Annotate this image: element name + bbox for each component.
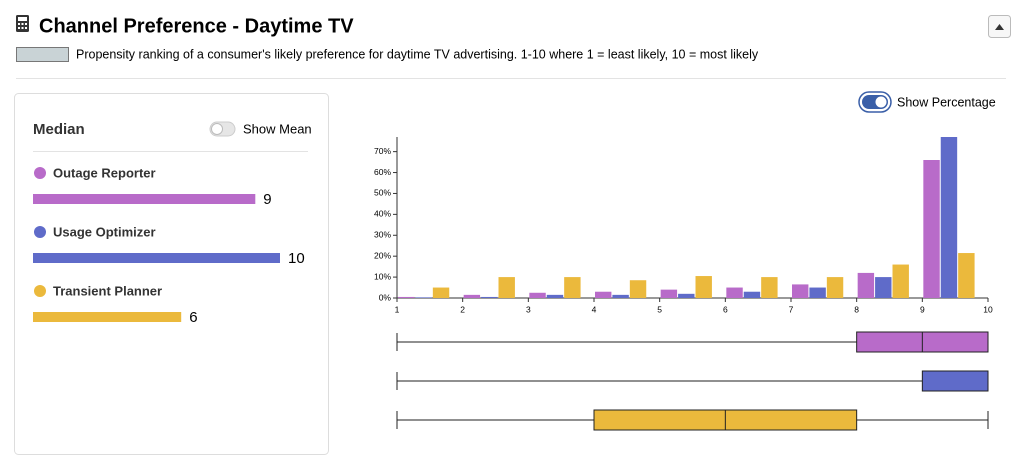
y-tick-label: 40% [374,209,391,219]
x-tick-label: 5 [657,304,662,314]
y-tick-label: 50% [374,188,391,198]
median-value: 6 [189,309,197,326]
histogram-bar [660,289,678,298]
x-tick-label: 8 [854,304,859,314]
y-tick-label: 70% [374,146,391,156]
y-tick-label: 60% [374,167,391,177]
calculator-icon [16,15,29,32]
histogram-bar [923,160,940,298]
histogram-bar [958,253,975,298]
histogram-bar [432,287,450,298]
description: Propensity ranking of a consumer's likel… [76,47,759,61]
histogram-bar [826,277,844,298]
collapse-button[interactable] [988,15,1011,38]
x-tick-label: 2 [460,304,465,314]
box [921,370,989,392]
histogram-bar [743,291,761,298]
x-tick-label: 1 [395,304,400,314]
histogram-bar [695,276,712,298]
histogram-bar [564,277,581,298]
histogram-bar [940,137,958,298]
histogram-bar [529,292,546,298]
x-tick-label: 4 [592,304,597,314]
median-bar [33,253,280,263]
toggle-label: Show Percentage [897,95,996,109]
histogram-bar [629,280,647,298]
median-value: 10 [288,250,305,267]
histogram-bar [875,277,892,298]
histogram-bar [398,296,415,298]
toggle-label: Show Mean [243,121,312,136]
swatch [16,47,69,62]
histogram-bar [481,296,498,298]
title: Channel Preference - Daytime TV [39,15,354,37]
histogram-bar [761,277,778,298]
panel-title: Median [33,121,85,138]
item-name: Outage Reporter [53,165,156,180]
histogram-bar [809,287,826,298]
histogram-bar [792,284,809,298]
percentage-toggle[interactable] [858,91,892,113]
x-tick-label: 3 [526,304,531,314]
median-bar [33,312,182,322]
histogram-bar [678,293,695,298]
legend-dot [34,226,46,238]
item-name: Transient Planner [53,283,162,298]
median-value: 9 [263,191,271,208]
histogram-bar [546,294,564,298]
y-tick-label: 30% [374,230,391,240]
histogram-bar [463,294,481,298]
y-tick-label: 0% [379,292,392,302]
legend-dot [34,167,46,179]
histogram-bar [726,287,743,298]
histogram-bar [498,277,515,298]
histogram-bar [415,297,432,298]
mean-toggle[interactable] [209,121,236,137]
histogram-bar [595,291,612,298]
x-tick-label: 10 [983,304,993,314]
x-tick-label: 7 [789,304,794,314]
y-tick-label: 10% [374,271,391,281]
median-panel [14,93,329,455]
histogram-bar [612,294,629,298]
item-name: Usage Optimizer [53,224,156,239]
histogram-bar [892,264,909,298]
median-bar [33,194,256,204]
y-tick-label: 20% [374,250,391,260]
legend-dot [34,285,46,297]
x-tick-label: 6 [723,304,728,314]
x-tick-label: 9 [920,304,925,314]
histogram-bar [857,272,875,298]
